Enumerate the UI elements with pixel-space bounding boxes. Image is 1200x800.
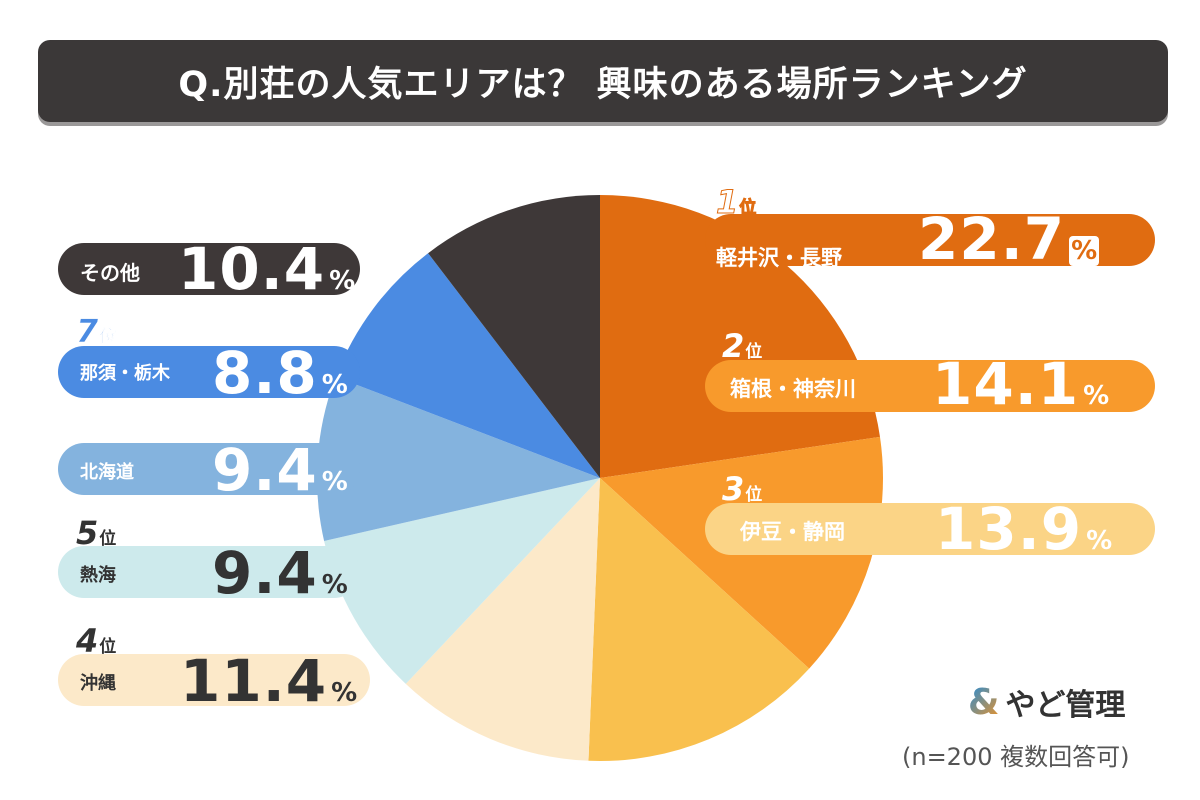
rank-3-percent: 13.9% [935,500,1112,558]
rank-3-badge: 3位 [722,473,762,505]
rank-5-hokkaido-number: 5 [76,411,99,449]
other-unit: % [329,266,356,296]
logo-mark: & [968,681,1000,723]
other-percent: 10.4% [178,240,355,298]
rank-7-value: 8.8 [212,339,318,407]
rank-1-area: 軽井沢・長野 [716,246,842,270]
rank-3-suffix: 位 [745,485,763,505]
pie-slice-okinawa [405,478,600,761]
rank-5-hokkaido-area: 北海道 [80,462,134,483]
chart-title: Q.別荘の人気エリアは？ 興味のある場所ランキング [38,40,1168,122]
pie-slice-hokkaido [317,376,600,541]
rank-4-percent: 11.4% [180,652,357,710]
rank-7-unit: % [321,370,348,400]
rank-3-value: 13.9 [935,495,1083,563]
rank-7-area: 那須・栃木 [80,363,170,384]
label-rank-5-atami [58,546,360,598]
pie-slice-nasu [335,253,600,478]
rank-7-suffix: 位 [99,327,117,347]
rank-5-atami-percent: 9.4% [212,544,348,602]
rank-7-badge: 7位 [76,312,117,350]
label-rank-3 [705,503,1155,555]
rank-4-number: 4 [76,622,99,660]
rank-4-suffix: 位 [99,637,117,657]
rank-1-suffix: 位 [739,198,757,218]
rank-5-atami-value: 9.4 [212,539,318,607]
rank-5-hokkaido-percent: 9.4% [212,441,348,499]
rank-3-unit: % [1086,526,1113,556]
label-other [58,243,360,295]
label-rank-4 [58,654,370,706]
pie-slice-other [428,195,600,478]
rank-2-suffix: 位 [745,342,763,362]
rank-1-percent: 22.7% [918,210,1100,268]
other-value: 10.4 [178,235,326,303]
rank-5-atami-area: 熱海 [80,565,116,586]
pie-slice-atami [324,478,600,684]
rank-5-atami-suffix: 位 [99,529,117,549]
rank-5-atami-unit: % [321,570,348,600]
rank-2-area: 箱根・神奈川 [730,377,856,401]
rank-5-atami-badge: 5位 [76,517,116,549]
rank-5-hokkaido-badge: 5位 [76,414,116,446]
rank-4-unit: % [331,678,358,708]
rank-5-hokkaido-unit: % [321,467,348,497]
rank-1-unit: % [1069,236,1100,266]
label-rank-5-hokkaido [58,443,360,495]
rank-7-percent: 8.8% [212,344,348,402]
rank-2-unit: % [1083,381,1110,411]
logo-text: やど管理 [1005,688,1126,723]
rank-2-percent: 14.1% [932,355,1109,413]
label-rank-7 [58,346,360,398]
rank-5-hokkaido-value: 9.4 [212,436,318,504]
rank-5-atami-number: 5 [76,514,99,552]
other-area: その他 [80,261,140,285]
rank-2-badge: 2位 [722,330,762,362]
rank-1-badge: 1位 [715,183,757,221]
rank-3-number: 3 [722,470,745,508]
rank-1-value: 22.7 [918,205,1066,273]
rank-4-value: 11.4 [180,647,328,715]
brand-logo: & やど管理 [968,680,1125,724]
pie-slice-izu [588,478,810,761]
rank-4-badge: 4位 [76,625,116,657]
rank-2-value: 14.1 [932,350,1080,418]
rank-7-number: 7 [76,312,99,350]
rank-5-hokkaido-suffix: 位 [99,426,117,446]
rank-3-area: 伊豆・静岡 [740,520,845,544]
rank-4-area: 沖縄 [80,673,116,694]
rank-1-number: 1 [715,183,739,221]
label-rank-2 [705,360,1155,412]
rank-2-number: 2 [722,327,745,365]
sample-note: (n=200 複数回答可) [902,743,1130,771]
